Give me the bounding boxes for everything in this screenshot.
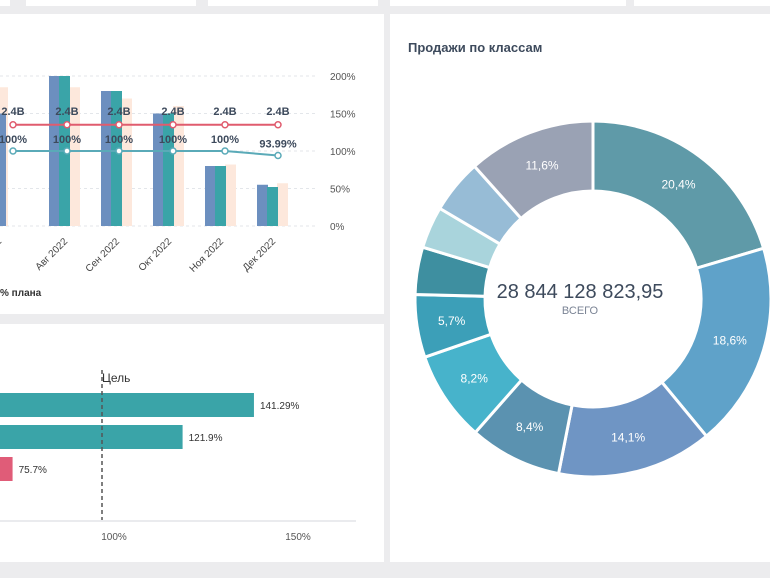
pct-point bbox=[63, 147, 71, 155]
pct-data-label: 100% bbox=[0, 134, 27, 146]
bar bbox=[257, 184, 268, 226]
plan-data-label: 2.4B bbox=[107, 106, 130, 118]
y-tick-label: 200% bbox=[330, 72, 356, 83]
bar bbox=[0, 113, 6, 226]
y-tick-label: 50% bbox=[330, 185, 350, 196]
plan-data-label: 2.4B bbox=[266, 106, 289, 118]
donut-slice-label: 8,2% bbox=[461, 372, 489, 386]
plan-data-label: 2.4B bbox=[161, 106, 184, 118]
goal-bar bbox=[0, 425, 183, 449]
y-tick-label: 0% bbox=[330, 222, 345, 233]
goal-line-label: Цель bbox=[102, 371, 130, 385]
bar bbox=[111, 91, 122, 226]
classes-donut: 20,4% 18,6% 14,1% 8,4% 8,2% 5,7% 11,6% bbox=[413, 119, 770, 479]
pct-point bbox=[169, 147, 177, 155]
plan-point bbox=[274, 121, 282, 129]
bar bbox=[173, 106, 184, 226]
goal-bar-label: 75.7% bbox=[19, 465, 47, 476]
donut-slice-label: 8,4% bbox=[516, 420, 544, 434]
bar bbox=[121, 98, 132, 226]
classes-panel: Продажи по классам 20,4% 18,6% 14,1% 8,4% 8,… bbox=[390, 14, 770, 562]
goal-bar-label: 141.29% bbox=[260, 401, 300, 412]
bar bbox=[215, 166, 226, 226]
plan-point bbox=[115, 121, 123, 129]
pct-data-label: 100% bbox=[53, 134, 81, 146]
donut-slice-label: 20,4% bbox=[661, 177, 695, 191]
plan-data-label: 2.4B bbox=[55, 106, 78, 118]
goal-bar bbox=[0, 457, 13, 481]
classes-title: Продажи по классам bbox=[408, 40, 543, 55]
pct-data-label: 100% bbox=[159, 134, 187, 146]
goal-panel: 141.29% 121.9% 75.7% Цель 100% 150% bbox=[0, 324, 384, 562]
legend-label: % плана bbox=[0, 288, 42, 299]
donut-total-label: ВСЕГО bbox=[561, 305, 599, 317]
plan-data-label: 2.4B bbox=[1, 106, 24, 118]
donut-slice bbox=[472, 119, 595, 221]
goal-chart: 141.29% 121.9% 75.7% Цель 100% 150% bbox=[0, 370, 356, 543]
x-tick-label: 150% bbox=[285, 532, 311, 543]
bar bbox=[225, 164, 236, 226]
donut-slice bbox=[591, 119, 766, 271]
goal-bar bbox=[0, 393, 254, 417]
monthly-panel: 200% 150% 100% 50% 0% 2.4B 2.4B 2.4B 2.4B 2.4B 2.4… bbox=[0, 14, 384, 314]
goal-bar-label: 121.9% bbox=[189, 433, 223, 444]
pct-point bbox=[274, 151, 282, 160]
x-tick-label: Сен 2022 bbox=[84, 236, 123, 275]
donut-slice-label: 11,6% bbox=[525, 158, 558, 172]
bar bbox=[153, 113, 164, 226]
bar bbox=[277, 183, 288, 226]
x-tick-label: 100% bbox=[101, 532, 127, 543]
donut-slice-label: 14,1% bbox=[611, 431, 645, 445]
pct-point bbox=[221, 147, 229, 155]
x-tick-label: 22 bbox=[0, 236, 4, 252]
x-tick-label: Авг 2022 bbox=[34, 236, 71, 273]
x-tick-label: Дек 2022 bbox=[241, 236, 279, 274]
plan-point bbox=[169, 121, 177, 129]
bar bbox=[205, 166, 216, 226]
pct-data-label: 100% bbox=[105, 134, 133, 146]
bar bbox=[101, 91, 112, 226]
pct-data-label: 93.99% bbox=[259, 139, 297, 151]
pct-line bbox=[13, 150, 279, 157]
plan-point bbox=[9, 121, 17, 129]
donut-slice-label: 18,6% bbox=[713, 334, 747, 348]
pct-data-label: 100% bbox=[211, 134, 239, 146]
x-tick-label: Ноя 2022 bbox=[188, 236, 227, 275]
donut-slice-label: 5,7% bbox=[438, 314, 466, 328]
y-tick-label: 150% bbox=[330, 110, 356, 121]
plan-point bbox=[221, 121, 229, 129]
plan-point bbox=[63, 121, 71, 129]
bar bbox=[69, 87, 80, 226]
donut-total-value: 28 844 128 823,95 bbox=[496, 281, 664, 303]
pct-point bbox=[115, 147, 123, 155]
y-tick-label: 100% bbox=[330, 147, 356, 158]
bar bbox=[267, 187, 278, 226]
bar bbox=[163, 113, 174, 226]
x-tick-label: Окт 2022 bbox=[137, 236, 175, 274]
pct-point bbox=[9, 147, 17, 155]
plan-data-label: 2.4B bbox=[213, 106, 236, 118]
monthly-chart: 200% 150% 100% 50% 0% 2.4B 2.4B 2.4B 2.4B 2.4B 2.4… bbox=[0, 72, 356, 299]
